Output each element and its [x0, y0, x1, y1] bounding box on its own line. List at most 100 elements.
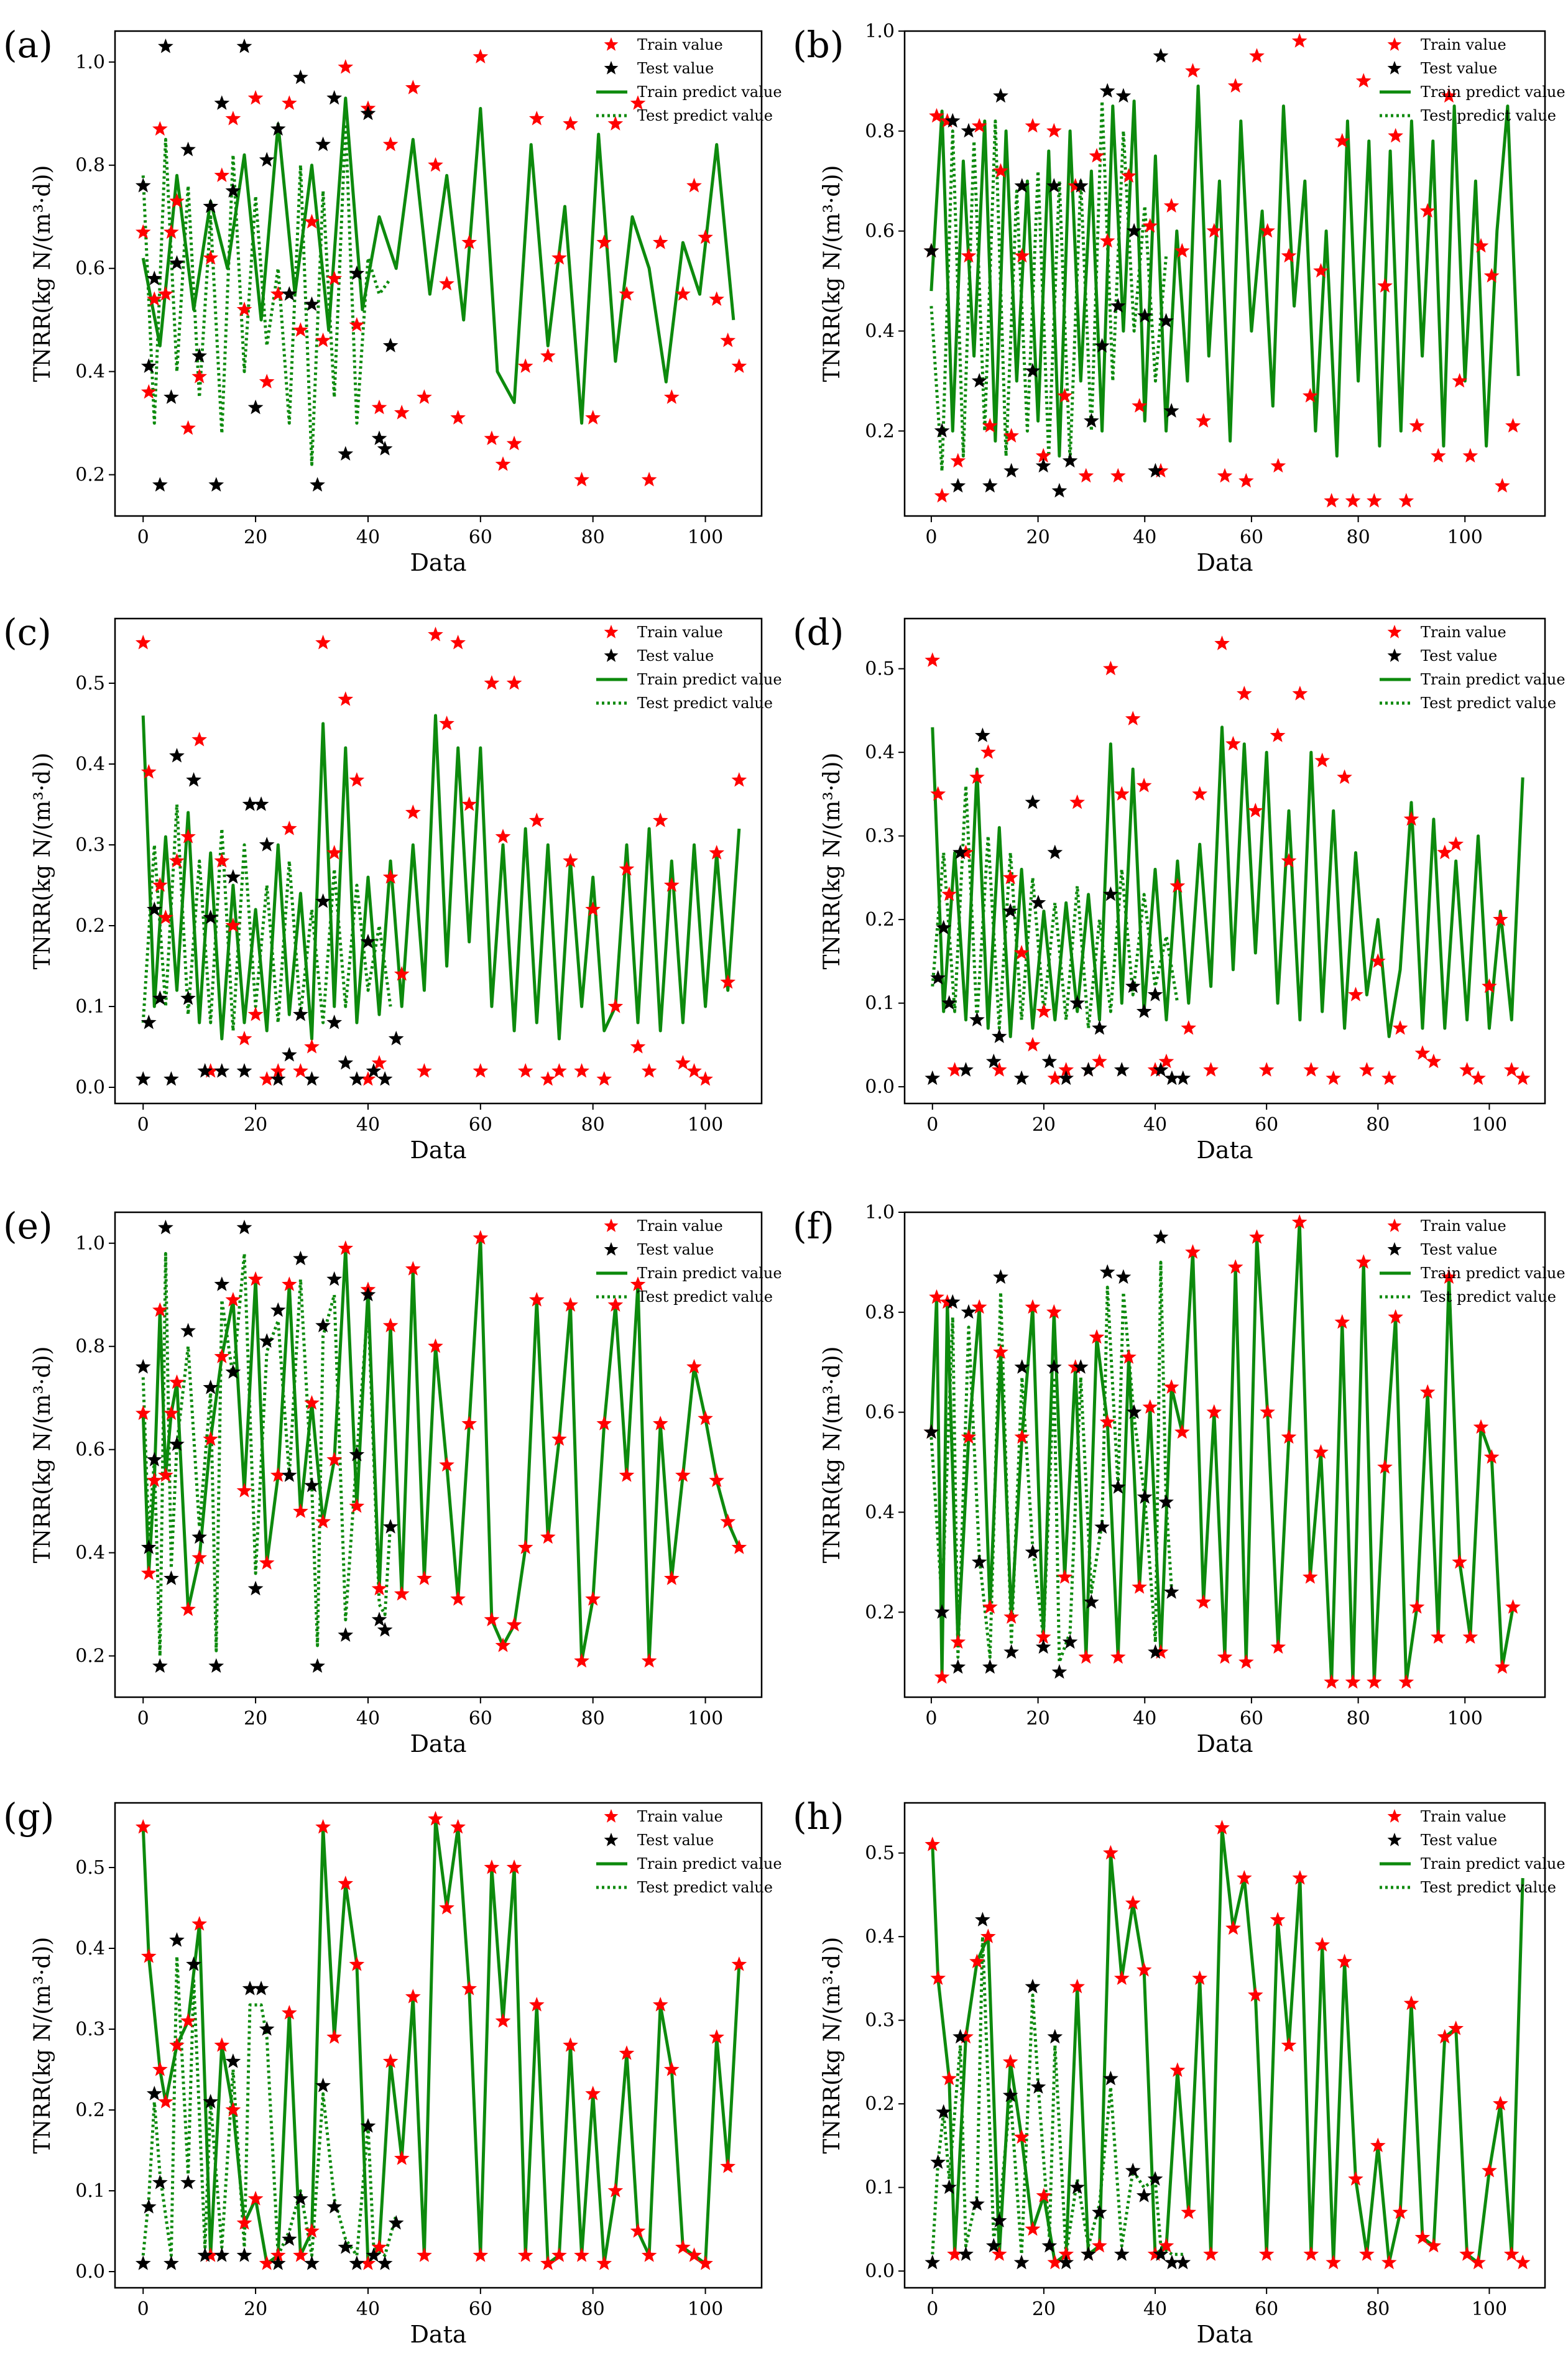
train-point [1181, 1020, 1197, 1035]
train-point [259, 1071, 275, 1086]
train-point [394, 2150, 410, 2165]
train-point [1217, 468, 1233, 483]
train-point [1414, 2229, 1431, 2244]
test-point [952, 2029, 968, 2044]
test-point [969, 1011, 985, 1026]
plot-area [923, 33, 1521, 508]
train-point [1078, 1649, 1094, 1664]
train-point [1003, 428, 1019, 443]
test-point [1175, 2254, 1191, 2270]
train-point [191, 732, 207, 747]
train-point [1355, 1254, 1372, 1269]
x-tick-label: 40 [356, 1708, 380, 1730]
train-point [203, 250, 219, 265]
legend-marker [1387, 61, 1402, 75]
train-point [326, 270, 343, 285]
test-point [1153, 48, 1169, 63]
test-point [1069, 995, 1085, 1010]
test-point [293, 69, 308, 85]
y-tick-label: 0.4 [865, 742, 895, 763]
train-point [574, 471, 589, 487]
train-point [1247, 1987, 1263, 2002]
train-point [405, 80, 421, 94]
train-point [930, 1970, 946, 1985]
train-point [214, 2037, 230, 2052]
test-point [1092, 2204, 1107, 2219]
train-point [293, 1503, 308, 1518]
train-point [473, 2247, 489, 2262]
train-point [1326, 2254, 1341, 2270]
train-point [1185, 1244, 1201, 1259]
test-point [1035, 1639, 1051, 1654]
train-point [574, 1063, 589, 1078]
train-point [360, 1071, 376, 1086]
test-point [225, 1364, 241, 1379]
train-point [619, 2045, 635, 2060]
train-point [1025, 1299, 1041, 1314]
test-point [1158, 313, 1174, 328]
test-point [180, 141, 196, 157]
train-point [164, 224, 179, 239]
train-point [1377, 1459, 1393, 1474]
legend-train-predict: Train predict value [637, 1264, 782, 1282]
y-tick-label: 0.6 [865, 1402, 895, 1424]
train-point [540, 2255, 556, 2270]
x-tick-label: 60 [1240, 527, 1263, 548]
train-point [214, 167, 230, 182]
train-point [169, 853, 185, 868]
train-point [961, 1429, 977, 1444]
train-point [169, 1374, 185, 1389]
legend-test: Test value [637, 1241, 714, 1258]
train-point [1473, 237, 1489, 253]
test-point [366, 1063, 382, 1078]
train-point [675, 1055, 691, 1070]
train-point [382, 136, 399, 152]
train-point [1281, 1429, 1297, 1444]
train-point [950, 1634, 966, 1649]
test-point [1025, 794, 1041, 809]
train-point [1147, 2246, 1163, 2261]
x-axis-label: Data [410, 1730, 466, 1757]
train-point [929, 108, 944, 123]
train-point [619, 286, 635, 301]
train-point [1192, 786, 1208, 801]
x-axis-label: Data [410, 549, 466, 576]
y-tick-label: 0.1 [75, 996, 105, 1018]
test-point [993, 88, 1008, 103]
train-point [371, 1055, 387, 1070]
y-tick-label: 0.2 [75, 915, 105, 937]
test-point [1030, 2079, 1046, 2094]
train-point [495, 829, 511, 844]
test-point [293, 1006, 308, 1021]
x-tick-label: 0 [926, 1114, 938, 1136]
y-tick-label: 0.0 [865, 2260, 895, 2282]
legend-test: Test value [637, 647, 714, 665]
train-point [180, 829, 196, 844]
test-point [310, 477, 325, 492]
legend-train: Train value [637, 624, 723, 641]
test-point [371, 1611, 387, 1626]
train-point [1046, 122, 1062, 138]
train-point [663, 2061, 680, 2076]
test-point [338, 1055, 354, 1070]
train-point [563, 116, 578, 131]
train-point [484, 430, 500, 445]
train-point [528, 1292, 545, 1307]
train-point [371, 1580, 387, 1596]
legend: Train value Test value Train predict value… [1380, 624, 1566, 712]
test-point [197, 2247, 213, 2262]
train-point [1505, 1599, 1521, 1614]
y-axis-label: TNRR(kg N/(m³·d)) [819, 1347, 845, 1564]
train-point [484, 1611, 500, 1626]
train-point [1114, 786, 1130, 801]
train-point [1398, 492, 1414, 508]
train-point [1158, 1053, 1174, 1069]
train-point [135, 224, 151, 239]
train-point [152, 121, 168, 136]
y-tick-label: 0.5 [865, 1843, 895, 1864]
train-point [1249, 1229, 1265, 1244]
test-point [253, 1981, 269, 1996]
test-point [1137, 308, 1153, 323]
test-point [1047, 844, 1063, 860]
test-point [360, 105, 376, 121]
